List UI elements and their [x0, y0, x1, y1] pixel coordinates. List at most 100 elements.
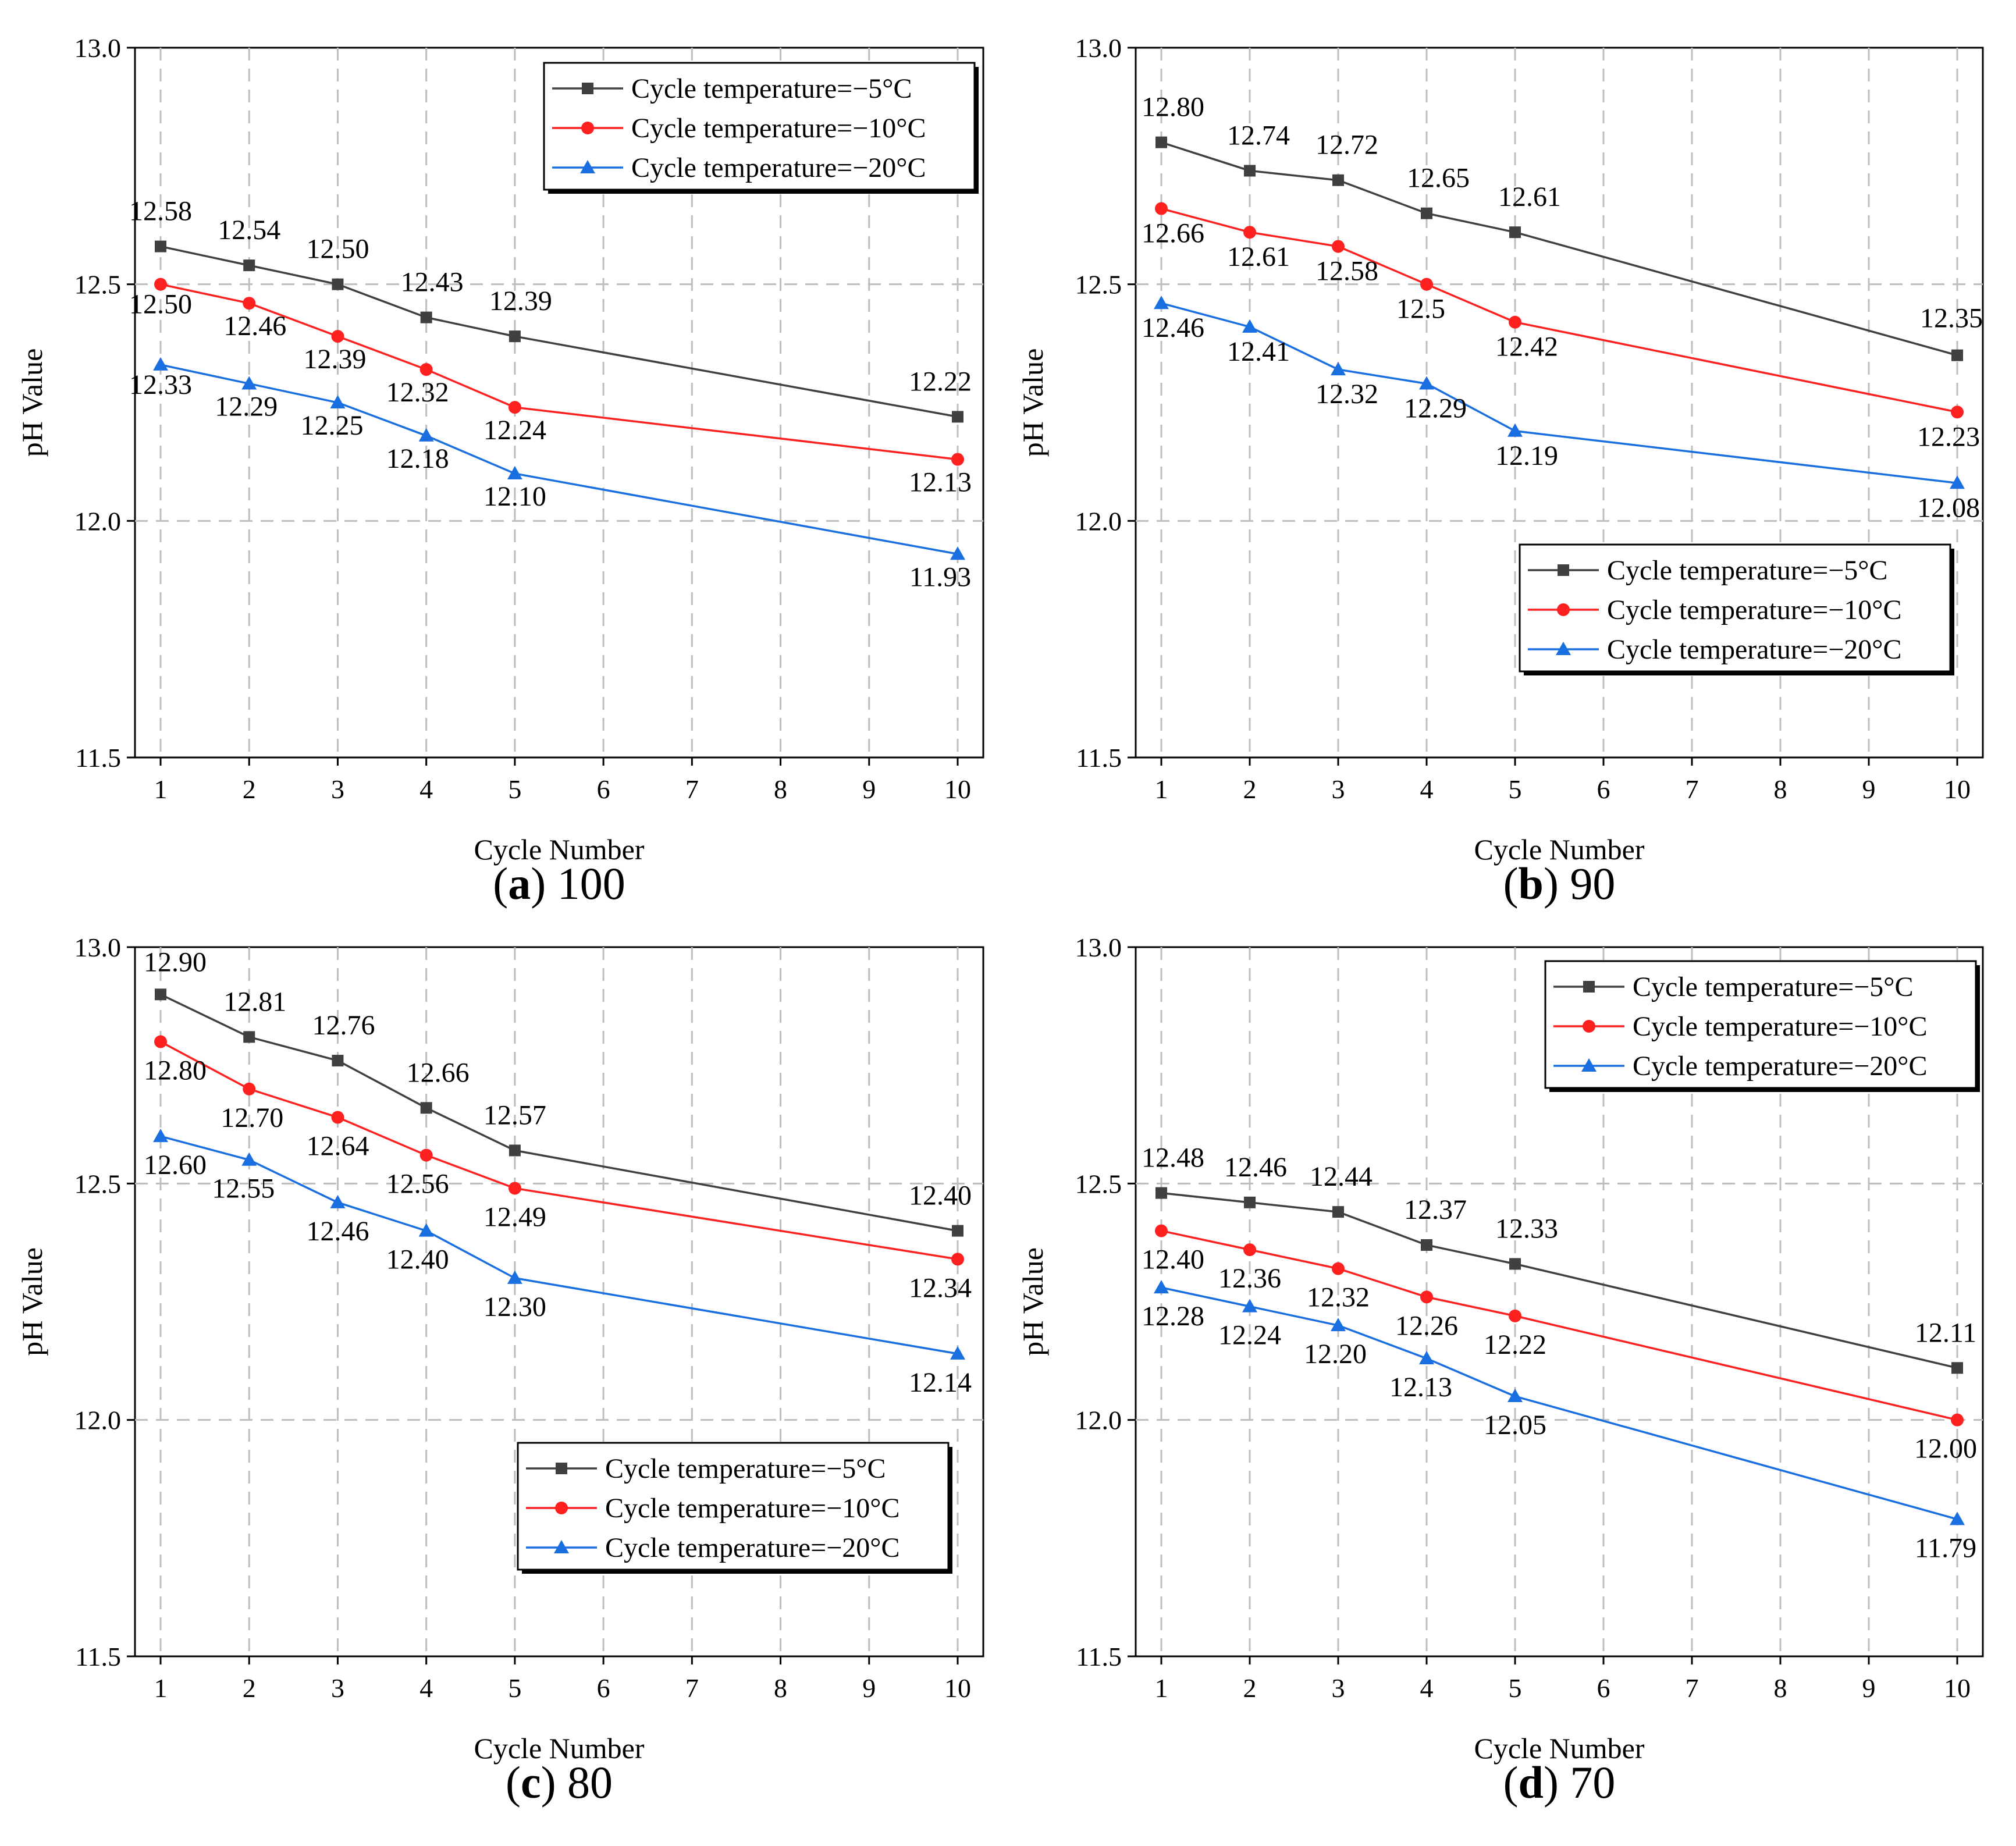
x-tick-label: 10 — [1944, 774, 1971, 804]
data-point-marker — [1950, 1511, 1965, 1525]
x-tick-label: 9 — [1862, 1673, 1876, 1703]
y-axis-label: pH Value — [1016, 1247, 1049, 1356]
series-line — [1161, 1286, 1958, 1521]
data-point-marker — [1243, 1243, 1256, 1257]
data-point-marker — [332, 278, 344, 290]
data-point-marker — [1950, 475, 1965, 489]
data-label: 12.39 — [489, 286, 552, 316]
x-axis-label: Cycle Number — [1474, 833, 1645, 866]
data-point-marker — [1331, 1318, 1346, 1332]
data-label: 12.55 — [212, 1173, 275, 1204]
data-label: 12.13 — [909, 467, 972, 498]
y-tick-label: 12.5 — [1075, 1169, 1122, 1198]
series-line — [1161, 207, 1958, 413]
x-tick-label: 3 — [1332, 774, 1345, 804]
data-label: 12.60 — [144, 1150, 207, 1180]
series-3: 12.46 12.41 12.32 12.29 12.19 12.08 — [1142, 296, 1980, 523]
data-point-marker — [507, 1270, 522, 1284]
legend-marker — [1557, 603, 1570, 616]
data-point-marker — [1244, 1196, 1256, 1208]
chart-panel-d: 1 2 3 4 5 6 7 8 9 10 11.5 12.0 12.5 13.0 Cycle Number p… — [1016, 933, 1984, 1808]
data-point-marker — [419, 1148, 433, 1162]
caption-value: ) 80 — [541, 1757, 613, 1808]
data-label: 12.20 — [1304, 1339, 1367, 1370]
series-line — [160, 364, 958, 555]
data-label: 12.50 — [306, 234, 369, 265]
caption-paren: ( — [1503, 858, 1519, 909]
y-tick-label: 12.0 — [1075, 1406, 1122, 1435]
data-label: 12.23 — [1917, 421, 1980, 452]
series-1: 12.90 12.81 12.76 12.66 12.57 12.40 — [144, 947, 972, 1237]
legend-marker — [1583, 981, 1595, 993]
data-label: 12.36 — [1218, 1263, 1281, 1294]
data-point-marker — [1509, 226, 1521, 239]
data-point-marker — [1951, 349, 1963, 361]
y-tick-label: 12.0 — [1075, 506, 1122, 536]
data-point-marker — [1332, 1206, 1344, 1218]
data-label: 12.28 — [1142, 1301, 1204, 1332]
data-point-marker — [509, 1144, 521, 1157]
x-tick-label: 9 — [1862, 774, 1876, 804]
x-tick-label: 10 — [944, 774, 971, 804]
x-tick-label: 6 — [1597, 1673, 1610, 1703]
data-label: 12.70 — [221, 1102, 283, 1133]
x-axis-label: Cycle Number — [1474, 1732, 1645, 1765]
data-point-marker — [1509, 1309, 1521, 1322]
y-tick-label: 12.0 — [74, 506, 122, 536]
data-point-marker — [1244, 165, 1256, 177]
x-tick-label: 4 — [1420, 774, 1434, 804]
y-tick-label: 11.5 — [75, 1642, 121, 1671]
legend-marker — [1581, 1058, 1597, 1072]
plot-frame — [134, 946, 984, 1658]
data-point-marker — [154, 278, 167, 291]
data-label: 12.48 — [1142, 1143, 1204, 1173]
data-label: 12.40 — [1142, 1244, 1204, 1275]
data-point-marker — [1155, 202, 1168, 215]
y-tick-label: 11.5 — [1076, 743, 1122, 773]
y-axis-label: pH Value — [16, 1247, 48, 1356]
plot-frame — [1135, 47, 1984, 759]
data-label: 12.25 — [300, 410, 363, 441]
data-label: 12.58 — [1315, 256, 1378, 287]
data-label: 12.32 — [1315, 379, 1378, 410]
series-1: 12.80 12.74 12.72 12.65 12.61 12.35 — [1142, 92, 1983, 361]
y-tick-label: 12.5 — [74, 270, 122, 300]
x-tick-label: 5 — [1509, 774, 1522, 804]
data-point-marker — [155, 988, 166, 1001]
data-point-marker — [1154, 1280, 1169, 1294]
caption-letter: a — [508, 858, 531, 909]
data-point-marker — [1242, 319, 1257, 333]
y-tick-label: 13.0 — [1075, 33, 1122, 63]
caption-letter: b — [1519, 858, 1544, 909]
x-tick-label: 8 — [774, 1673, 787, 1703]
data-label: 12.22 — [1484, 1329, 1546, 1360]
legend-label: Cycle temperature=−20°C — [1607, 634, 1902, 665]
data-point-marker — [508, 401, 521, 414]
data-point-marker — [1509, 315, 1521, 329]
data-point-marker — [420, 311, 432, 323]
data-label: 12.46 — [1142, 312, 1204, 343]
data-point-marker — [153, 357, 168, 371]
caption-letter: c — [521, 1757, 541, 1808]
legend-label: Cycle temperature=−5°C — [1633, 972, 1914, 1002]
legend-label: Cycle temperature=−20°C — [631, 152, 926, 183]
x-tick-label: 6 — [597, 1673, 610, 1703]
data-label: 12.32 — [386, 377, 449, 408]
data-label: 12.33 — [1495, 1213, 1558, 1244]
y-tick-label: 13.0 — [74, 33, 122, 63]
legend-marker — [580, 160, 595, 173]
series-1: 12.58 12.54 12.50 12.43 12.39 12.22 — [129, 196, 972, 423]
data-label: 12.81 — [223, 986, 286, 1017]
chart-panel-b: 1 2 3 4 5 6 7 8 9 10 11.5 12.0 12.5 13.0 Cycle Number p… — [1016, 33, 1984, 909]
legend-marker — [554, 1540, 569, 1553]
legend-label: Cycle temperature=−5°C — [1607, 555, 1888, 586]
x-tick-label: 1 — [154, 1673, 168, 1703]
series-2: 12.40 12.36 12.32 12.26 12.22 12.00 — [1142, 1224, 1977, 1464]
chart-panel-a: 1 2 3 4 5 6 7 8 9 10 11.5 12.0 12.5 13.0 Cycle Number p… — [16, 33, 984, 909]
data-point-marker — [332, 1055, 344, 1067]
data-point-marker — [950, 1346, 965, 1360]
data-label: 12.46 — [1224, 1152, 1287, 1183]
legend-label: Cycle temperature=−5°C — [631, 73, 912, 104]
legend-marker — [555, 1502, 568, 1514]
